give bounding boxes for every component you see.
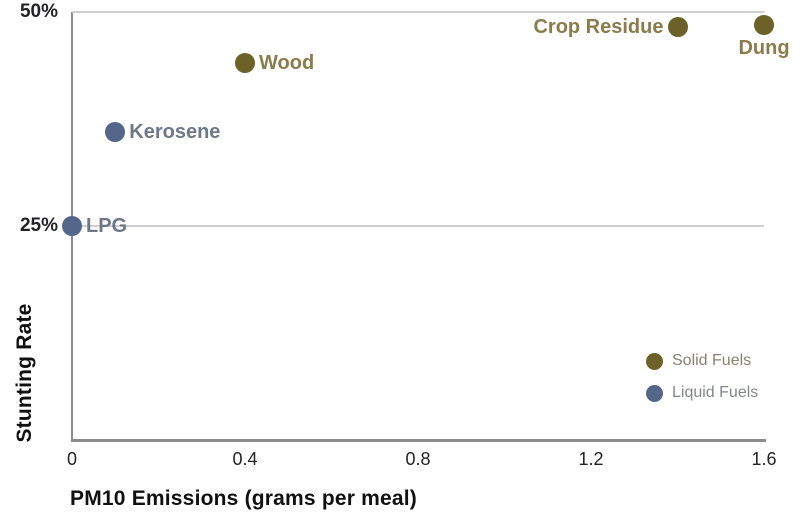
data-point-wood <box>235 53 255 74</box>
legend-item-liquid-fuels: Liquid Fuels <box>646 383 758 403</box>
data-point-lpg <box>62 216 82 236</box>
legend-label: Solid Fuels <box>672 352 752 369</box>
x-tick-label: 0.4 <box>232 449 258 469</box>
y-axis-title: Stunting Rate <box>13 303 36 443</box>
gridline-50pct <box>72 11 764 13</box>
legend-label: Liquid Fuels <box>672 384 759 401</box>
legend-item-solid-fuels: Solid Fuels <box>646 351 751 371</box>
x-tick-label: 1.6 <box>751 449 777 469</box>
y-tick-label: 50% <box>19 1 58 22</box>
x-axis-line <box>71 439 766 442</box>
point-label-crop-residue: Crop Residue <box>533 15 664 38</box>
point-label-lpg: LPG <box>86 215 128 237</box>
x-tick-label: 1.2 <box>578 449 604 469</box>
point-label-kerosene: Kerosene <box>129 120 221 143</box>
data-point-dung <box>754 14 774 35</box>
legend-swatch-liquid-fuels <box>646 384 663 402</box>
x-tick-label: 0.8 <box>405 449 431 469</box>
data-point-kerosene <box>105 121 126 142</box>
x-axis-title: PM10 Emissions (grams per meal) <box>70 487 417 510</box>
x-tick-label: 0 <box>66 449 77 469</box>
legend-swatch-solid-fuels <box>646 352 663 370</box>
point-label-dung: Dung <box>738 36 790 59</box>
plot-area: Wood Crop Residue Dung LPG Kerosene <box>62 11 790 440</box>
point-label-wood: Wood <box>259 52 315 75</box>
gridline-25pct <box>72 225 764 227</box>
data-point-crop-residue <box>667 16 688 37</box>
y-tick-label: 25% <box>19 215 58 236</box>
